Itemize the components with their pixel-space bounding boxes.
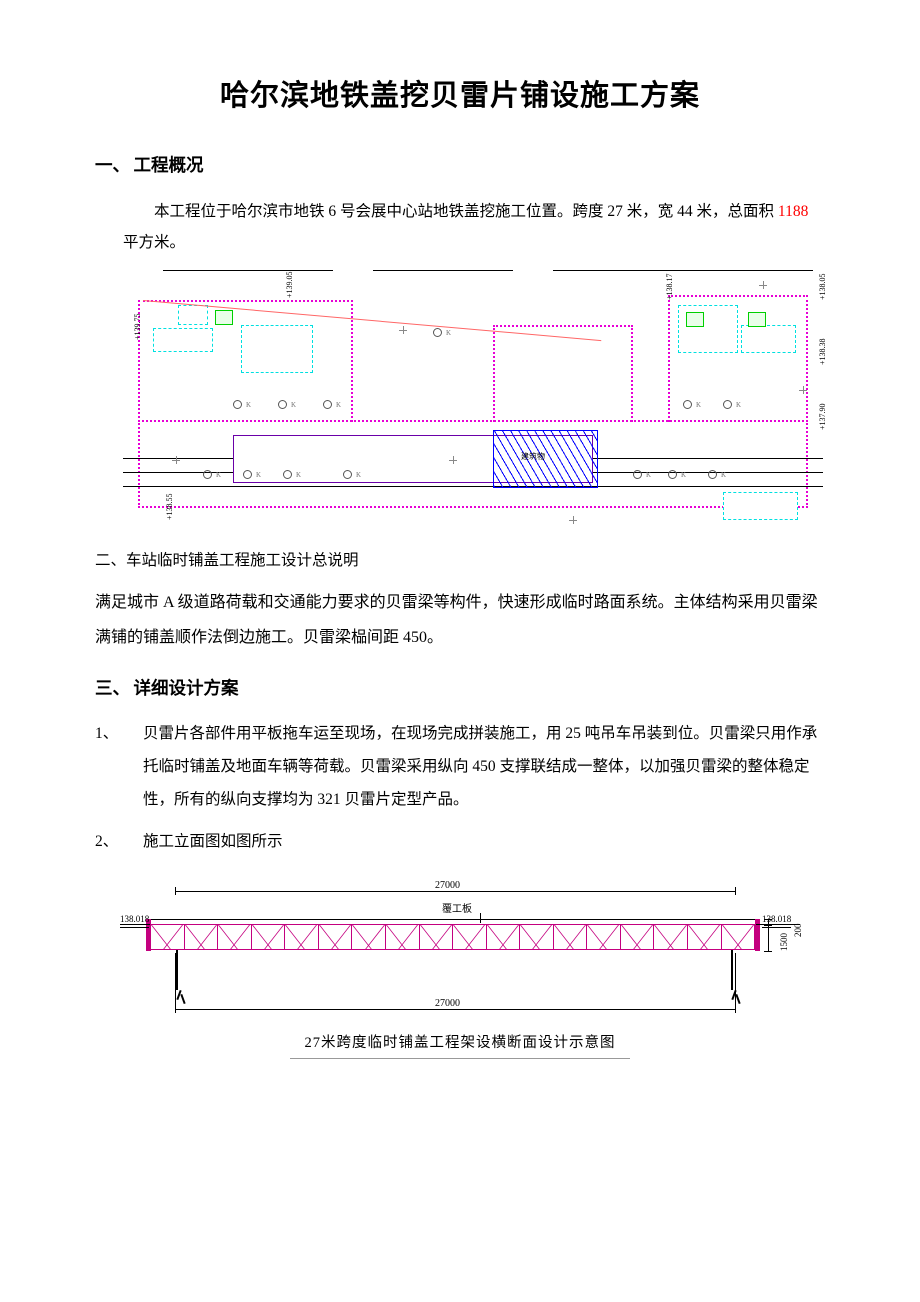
truss-bay [653,924,687,950]
truss-bay [620,924,654,950]
truss-bay [184,924,218,950]
truss-bay [351,924,385,950]
truss-bay [687,924,721,950]
item-1-num: 1、 [95,718,143,816]
dim-top-t1 [175,887,176,895]
survey-mark-icon [633,470,642,479]
section-3-num: 三、 [95,673,134,705]
siteplan-box [748,312,766,327]
siteplan-box [178,305,208,325]
siteplan-label: 建筑物 [521,450,545,464]
p1-red: 1188 [778,203,808,220]
pier-right [730,950,734,1010]
siteplan-label: +138.17 [663,273,677,300]
siteplan-label: +138.55 [163,493,177,520]
section-1-heading: 一、工程概况 [95,150,825,182]
section-3-item-2: 2、 施工立面图如图所示 [95,826,825,859]
truss-bay [318,924,352,950]
section-3-text: 详细设计方案 [134,678,239,698]
vdim-t1 [764,919,772,920]
site-plan-figure: 建筑物+139.75+139.05+138.17+138.05+138.38+1… [123,270,825,525]
cover-label: 覆工板 [438,901,476,920]
survey-mark-icon [243,470,252,479]
siteplan-line [453,456,454,464]
truss-bay [251,924,285,950]
dim-top-t2 [735,887,736,895]
survey-mark-icon [233,400,242,409]
section-1-paragraph: 本工程位于哈尔滨市地铁 6 号会展中心站地铁盖挖施工位置。跨度 27 米，宽 4… [95,196,825,258]
truss-bay [486,924,520,950]
dim-top-text: 27000 [435,877,460,895]
siteplan-line [373,270,513,271]
enclosure-um [493,325,633,422]
survey-mark-icon [723,400,732,409]
cover-excavation-area [493,430,598,488]
bailey-truss [150,924,755,950]
section-1-num: 一、 [95,150,134,182]
truss-bay [586,924,620,950]
dim-bot-ext-l [175,953,176,1013]
siteplan-box [686,312,704,327]
siteplan-box [241,325,313,373]
truss-bay [721,924,756,950]
truss-bay [385,924,419,950]
siteplan-label: +139.75 [131,313,145,340]
siteplan-line [573,516,574,524]
item-1-text: 贝雷片各部件用平板拖车运至现场，在现场完成拼装施工，用 25 吨吊车吊装到位。贝… [143,718,825,816]
vdim-t2 [764,951,772,952]
siteplan-line [763,281,764,289]
truss-bay [150,924,184,950]
truss-bay [553,924,587,950]
survey-mark-icon [283,470,292,479]
document-title: 哈尔滨地铁盖挖贝雷片铺设施工方案 [95,70,825,122]
truss-bay [217,924,251,950]
survey-mark-icon [668,470,677,479]
survey-mark-icon [708,470,717,479]
siteplan-label: +139.05 [283,271,297,298]
siteplan-line [403,326,404,334]
item-2-text: 施工立面图如图所示 [143,826,825,859]
survey-mark-icon [343,470,352,479]
item-2-num: 2、 [95,826,143,859]
siteplan-label: +138.38 [816,338,830,365]
section-1-text: 工程概况 [134,155,204,175]
p1-a: 本工程位于哈尔滨市地铁 6 号会展中心站地铁盖挖施工位置。跨度 27 米，宽 4… [154,203,778,220]
siteplan-box [723,492,798,520]
section-2-heading: 二、车站临时铺盖工程施工设计总说明 [95,547,825,575]
siteplan-line [163,270,333,271]
siteplan-box [741,325,796,353]
survey-mark-icon [683,400,692,409]
p1-b: 平方米。 [123,234,185,251]
vdim-line [768,919,769,951]
elevation-caption: 27米跨度临时铺盖工程架设横断面设计示意图 [290,1030,630,1059]
survey-mark-icon [203,470,212,479]
siteplan-box [153,328,213,352]
truss-bay [284,924,318,950]
survey-mark-icon [278,400,287,409]
siteplan-line [176,456,177,464]
vdim-tmid [764,925,772,926]
elevation-figure: 27000覆工板138.018138.01827000150020027米跨度临… [120,869,800,1059]
siteplan-line [803,386,804,394]
truss-bay [452,924,486,950]
siteplan-label: +138.05 [816,273,830,300]
section-3-heading: 三、详细设计方案 [95,673,825,705]
survey-mark-icon [433,328,442,337]
truss-bay [419,924,453,950]
level-left: 138.018 [120,911,149,928]
truss-bay [519,924,553,950]
siteplan-line [553,270,813,271]
section-3-item-1: 1、 贝雷片各部件用平板拖车运至现场，在现场完成拼装施工，用 25 吨吊车吊装到… [95,718,825,816]
dim-bot-ext-r [735,953,736,1013]
siteplan-line [123,486,823,487]
vdim-200: 200 [790,923,806,937]
dim-bot-text: 27000 [435,995,460,1013]
siteplan-box [215,310,233,325]
siteplan-label: +137.90 [816,403,830,430]
survey-mark-icon [323,400,332,409]
section-2-body: 满足城市 A 级道路荷载和交通能力要求的贝雷梁等构件，快速形成临时路面系统。主体… [95,585,825,655]
